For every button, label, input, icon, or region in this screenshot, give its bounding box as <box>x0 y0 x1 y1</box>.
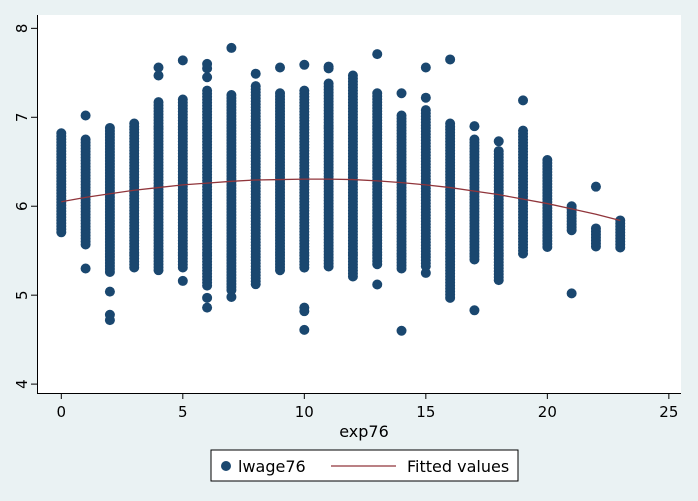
data-point <box>372 279 383 290</box>
data-point <box>518 95 529 106</box>
data-point <box>153 70 164 81</box>
data-point <box>372 259 383 270</box>
x-tick-label: 10 <box>295 403 314 421</box>
x-tick-label: 5 <box>178 403 188 421</box>
data-point <box>129 262 140 273</box>
data-point <box>202 280 213 291</box>
data-point <box>542 241 553 252</box>
data-point <box>226 285 237 296</box>
data-point <box>80 110 91 121</box>
data-point <box>226 42 237 53</box>
fitted-values-line <box>61 178 621 222</box>
y-tick-label: 7 <box>13 113 31 123</box>
data-point <box>347 271 358 282</box>
x-tick-label: 15 <box>416 403 435 421</box>
data-point <box>250 279 261 290</box>
data-point <box>104 286 115 297</box>
x-tick-label: 0 <box>57 403 67 421</box>
data-point <box>590 181 601 192</box>
data-point <box>153 62 164 73</box>
data-point <box>396 325 407 336</box>
data-point <box>299 59 310 70</box>
legend: lwage76 Fitted values <box>210 449 519 482</box>
data-point <box>299 262 310 273</box>
data-point <box>469 305 480 316</box>
scatter-points <box>56 42 626 336</box>
y-tick-label: 8 <box>13 24 31 34</box>
data-point <box>202 72 213 83</box>
legend-label-fitted-values: Fitted values <box>407 457 509 476</box>
data-point <box>445 292 456 303</box>
data-point <box>445 54 456 65</box>
data-point <box>177 55 188 66</box>
data-point <box>469 254 480 265</box>
data-point <box>420 267 431 278</box>
data-point <box>202 292 213 303</box>
data-point <box>275 265 286 276</box>
data-point <box>615 242 626 253</box>
data-point <box>469 121 480 132</box>
data-point <box>226 291 237 302</box>
data-point <box>590 241 601 252</box>
data-point <box>299 302 310 313</box>
data-point <box>275 62 286 73</box>
y-tick-label: 5 <box>13 290 31 300</box>
data-point <box>566 225 577 236</box>
data-point <box>493 275 504 286</box>
data-point <box>372 49 383 60</box>
x-tick-label: 20 <box>538 403 557 421</box>
x-tick-label: 25 <box>659 403 678 421</box>
data-point <box>396 263 407 274</box>
data-point <box>104 309 115 320</box>
data-point <box>153 265 164 276</box>
data-point <box>80 239 91 250</box>
data-point <box>420 92 431 103</box>
data-point <box>104 266 115 277</box>
x-axis-ticks: 0 5 10 15 20 25 <box>57 393 678 421</box>
data-point <box>177 262 188 273</box>
data-point <box>56 227 67 238</box>
data-point <box>420 62 431 73</box>
legend-label-lwage76: lwage76 <box>238 457 306 476</box>
data-point <box>202 302 213 313</box>
data-point <box>202 58 213 69</box>
data-point <box>396 88 407 99</box>
y-tick-label: 6 <box>13 201 31 211</box>
y-tick-label: 4 <box>13 379 31 389</box>
y-axis-ticks: 4 5 6 7 8 <box>13 24 37 389</box>
data-point <box>299 324 310 335</box>
data-point <box>177 275 188 286</box>
data-point <box>566 288 577 299</box>
data-point <box>250 68 261 79</box>
data-point <box>323 61 334 72</box>
data-point <box>518 248 529 259</box>
x-axis-title: exp76 <box>339 422 389 441</box>
data-point <box>80 263 91 274</box>
data-point <box>493 136 504 147</box>
data-point <box>323 261 334 272</box>
legend-marker-lwage76 <box>221 461 231 471</box>
